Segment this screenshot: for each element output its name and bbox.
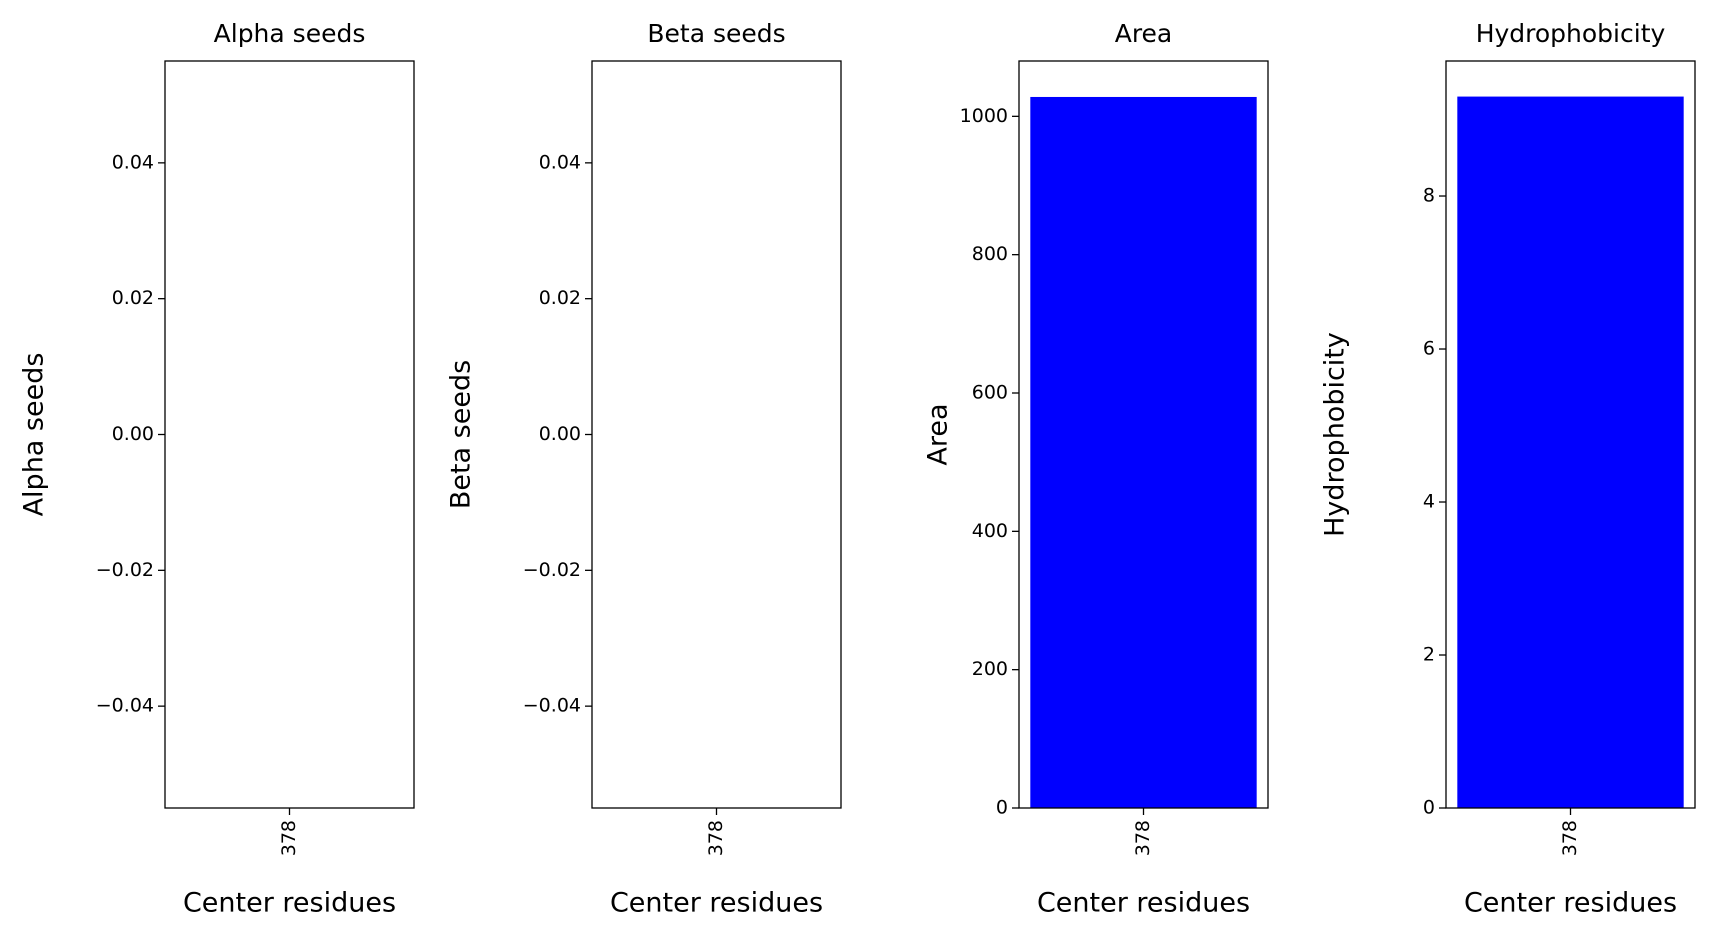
y-tick-label: 4: [1423, 491, 1435, 513]
x-tick-label: 378: [1559, 820, 1581, 856]
x-axis-label: Center residues: [610, 888, 823, 919]
y-tick-label: 6: [1423, 338, 1435, 360]
axes-frame: [1445, 60, 1696, 809]
axes-frame: [1018, 60, 1269, 809]
y-tick-label: 200: [972, 658, 1008, 680]
y-tick-label: 0.02: [112, 287, 154, 309]
y-tick-label: 0: [1423, 797, 1435, 819]
y-tick-label: 0.00: [539, 423, 581, 445]
axes-title: Hydrophobicity: [1476, 19, 1666, 48]
axes-frame: [591, 60, 842, 809]
x-tick-label: 378: [1132, 820, 1154, 856]
y-axis-label: Beta seeds: [446, 360, 477, 509]
y-axis-label: Area: [923, 403, 954, 465]
x-tick-label: 378: [278, 820, 300, 856]
bar: [1457, 96, 1684, 809]
y-axis-label: Hydrophobicity: [1320, 332, 1351, 537]
y-tick-label: 800: [972, 243, 1008, 265]
y-tick-label: 400: [972, 520, 1008, 542]
y-axis-label: Alpha seeds: [19, 353, 50, 517]
axes-title: Beta seeds: [647, 19, 785, 48]
y-tick-label: −0.02: [96, 559, 154, 581]
bar: [1030, 96, 1257, 808]
y-tick-label: −0.02: [523, 559, 581, 581]
axes-title: Alpha seeds: [214, 19, 366, 48]
x-axis-label: Center residues: [1464, 888, 1677, 919]
y-tick-label: −0.04: [523, 695, 581, 717]
y-tick-label: 8: [1423, 185, 1435, 207]
axes-frame: [164, 60, 415, 809]
y-tick-label: 0.04: [539, 151, 581, 173]
y-tick-label: 0: [996, 797, 1008, 819]
y-tick-label: −0.04: [96, 695, 154, 717]
x-axis-label: Center residues: [183, 888, 396, 919]
y-tick-label: 600: [972, 382, 1008, 404]
axes-title: Area: [1115, 19, 1173, 48]
x-axis-label: Center residues: [1037, 888, 1250, 919]
y-tick-label: 0.00: [112, 423, 154, 445]
y-tick-label: 1000: [960, 105, 1008, 127]
y-tick-label: 2: [1423, 644, 1435, 666]
x-tick-label: 378: [705, 820, 727, 856]
y-tick-label: 0.02: [539, 287, 581, 309]
y-tick-label: 0.04: [112, 151, 154, 173]
